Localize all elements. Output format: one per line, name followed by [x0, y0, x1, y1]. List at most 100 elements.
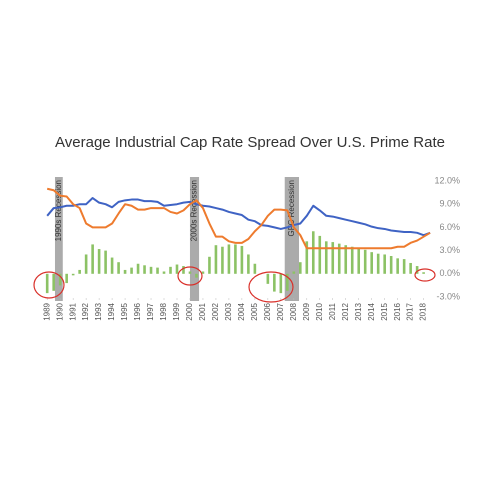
x-tick-label: 2011	[328, 302, 337, 320]
bar	[422, 272, 425, 274]
x-tick-label: 1990	[55, 302, 64, 320]
bar	[214, 245, 218, 274]
bar	[143, 265, 146, 274]
bar	[78, 269, 81, 274]
x-tick-label: 2001	[198, 302, 207, 320]
line	[46, 197, 431, 237]
bar	[324, 241, 328, 274]
x-tick-label: 2010	[315, 302, 324, 320]
x-tick-label: 2013	[354, 302, 363, 320]
y-tick-label: -3.0%	[436, 291, 460, 301]
bar	[182, 266, 185, 274]
x-tick-label: 2018	[419, 302, 428, 320]
recession-band	[189, 177, 200, 301]
bar	[299, 262, 302, 274]
bar	[253, 263, 257, 274]
bar	[344, 245, 348, 274]
bar	[84, 254, 88, 274]
x-tick-label: 2006	[263, 302, 272, 320]
x-tick-label: 1996	[133, 302, 142, 320]
bar	[97, 249, 101, 274]
bar	[292, 271, 296, 274]
bar	[370, 252, 373, 274]
x-tick-label: 1993	[94, 302, 103, 320]
bar	[311, 231, 315, 274]
bar	[221, 246, 224, 274]
bar	[71, 273, 75, 276]
bar	[188, 271, 192, 274]
bar	[318, 235, 322, 274]
bar	[273, 273, 276, 292]
bar	[389, 256, 393, 274]
bar	[396, 258, 399, 274]
x-tick-label: 1997	[146, 302, 155, 320]
x-tick-label: 1991	[68, 302, 77, 320]
bar	[286, 273, 289, 291]
x-tick-label: 2017	[406, 302, 415, 320]
bar	[169, 266, 172, 274]
x-tick-label: 1992	[81, 302, 90, 320]
y-tick-label: 3.0%	[439, 245, 460, 255]
bar	[156, 267, 159, 274]
bar	[175, 264, 179, 274]
x-tick-label: 2004	[237, 302, 246, 320]
bar	[45, 273, 49, 294]
bar	[227, 244, 231, 274]
bar	[117, 262, 120, 274]
x-tick-label: 1995	[120, 302, 129, 320]
chart-title: Average Industrial Cap Rate Spread Over …	[55, 134, 445, 151]
bar	[383, 254, 386, 274]
x-tick-label: 2002	[211, 302, 220, 320]
bar	[363, 249, 367, 274]
bar	[110, 257, 114, 274]
highlight-circle	[33, 271, 65, 299]
recession-label: 2000s Recession	[190, 180, 199, 241]
highlight-circle	[414, 268, 436, 282]
bar	[91, 244, 94, 274]
bar	[240, 245, 244, 274]
y-tick-label: 0.0%	[439, 268, 460, 278]
y-tick-label: 12.0%	[434, 175, 460, 185]
highlight-circle	[248, 271, 294, 303]
bar	[208, 256, 211, 274]
bar	[149, 266, 153, 274]
x-tick-label: 2014	[367, 302, 376, 320]
plot-area: 1990s Recession 2000s Recession GFC Recess…	[42, 175, 460, 320]
bar	[195, 273, 198, 278]
x-tick-label: 2003	[224, 302, 233, 320]
x-tick-label: 1994	[107, 302, 116, 320]
bar	[337, 243, 341, 274]
bar	[350, 246, 354, 274]
recession-band	[54, 177, 63, 301]
bar	[104, 250, 107, 274]
x-tick-label: 2009	[302, 302, 311, 320]
recession-label: GFC Recession	[287, 180, 296, 236]
x-tick-label: 2007	[276, 302, 285, 320]
bar	[234, 244, 237, 274]
x-tick-label: 2016	[393, 302, 402, 320]
x-tick-label: 2005	[250, 302, 259, 320]
bar	[65, 273, 68, 284]
bar	[58, 273, 62, 286]
bar	[136, 263, 140, 274]
x-tick-label: 2000	[185, 302, 194, 320]
bar	[357, 248, 361, 274]
bar	[305, 241, 309, 274]
bar	[201, 271, 205, 274]
bar	[162, 271, 166, 274]
x-tick-label: 2008	[289, 302, 298, 320]
x-tick-label: 2012	[341, 302, 350, 320]
x-tick-label: 2015	[380, 302, 389, 320]
bar	[415, 266, 419, 274]
bar	[266, 273, 270, 284]
y-tick-label: 6.0%	[439, 222, 460, 232]
bar	[409, 262, 412, 274]
bar	[52, 273, 55, 291]
recession-label: 1990s Recession	[54, 180, 63, 241]
annotations	[33, 266, 436, 303]
recession-band	[284, 177, 300, 301]
bar	[279, 273, 283, 294]
line	[46, 187, 431, 250]
